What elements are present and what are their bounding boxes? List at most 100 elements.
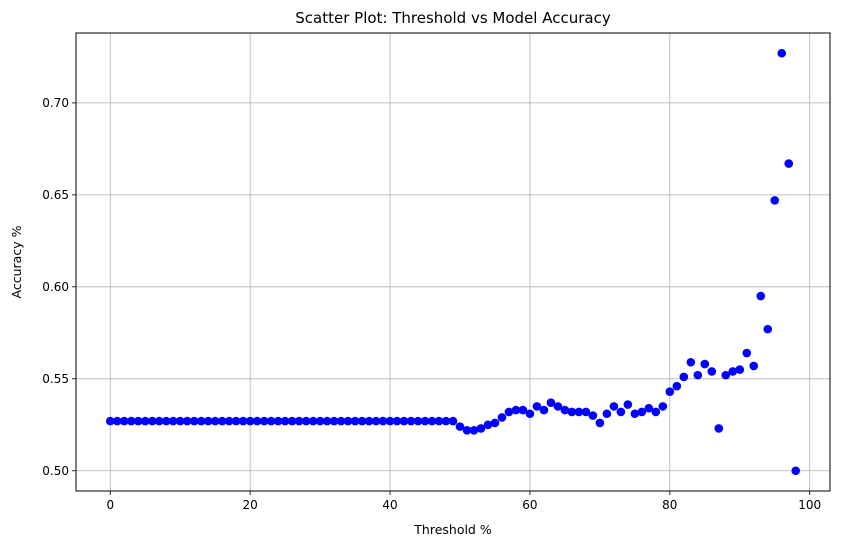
- data-point: [658, 402, 668, 411]
- data-point: [203, 416, 213, 426]
- data-point: [735, 365, 745, 374]
- data-point: [651, 407, 661, 417]
- data-point: [749, 361, 759, 371]
- data-point: [140, 416, 150, 426]
- data-point: [168, 416, 178, 426]
- data-point: [189, 416, 199, 426]
- data-point: [518, 405, 528, 415]
- data-point: [364, 416, 374, 426]
- data-point: [679, 372, 689, 382]
- data-point: [602, 409, 612, 419]
- data-point: [259, 416, 269, 426]
- data-point: [161, 416, 171, 426]
- y-tick-label: 0.55: [42, 372, 69, 386]
- data-point: [266, 416, 276, 426]
- data-point: [133, 416, 143, 426]
- data-point: [287, 416, 297, 426]
- x-tick-label: 60: [522, 498, 537, 512]
- data-point: [462, 426, 472, 435]
- data-point: [273, 416, 283, 426]
- data-point: [483, 420, 493, 430]
- data-point: [700, 359, 710, 369]
- data-point: [595, 418, 605, 428]
- data-point: [119, 416, 129, 426]
- data-point: [763, 324, 773, 334]
- data-point: [707, 367, 717, 376]
- plot-area-frame: [75, 32, 831, 492]
- y-tick-label: 0.50: [42, 464, 69, 478]
- data-point: [623, 400, 633, 409]
- data-point: [217, 416, 227, 426]
- data-point: [497, 413, 507, 422]
- data-point: [406, 416, 416, 426]
- data-points: [105, 48, 801, 476]
- data-point: [322, 416, 332, 426]
- x-tick-label: 20: [243, 498, 258, 512]
- data-point: [721, 370, 731, 380]
- data-point: [147, 416, 157, 426]
- data-point: [511, 405, 521, 415]
- data-point: [112, 416, 122, 426]
- y-tick-label: 0.65: [42, 188, 69, 202]
- data-point: [504, 407, 514, 417]
- data-point: [455, 422, 465, 431]
- data-point: [553, 402, 563, 411]
- data-point: [742, 348, 752, 358]
- data-point: [574, 407, 584, 417]
- y-tick-label: 0.60: [42, 280, 69, 294]
- data-point: [329, 416, 339, 426]
- data-point: [245, 416, 255, 426]
- data-point: [728, 367, 738, 376]
- data-point: [126, 416, 136, 426]
- axis-ticks: 0 20 40 60 80 100 0.50 0.55 0.60 0.65 0.70: [42, 96, 821, 512]
- data-point: [280, 416, 290, 426]
- data-point: [581, 407, 591, 417]
- data-point: [154, 416, 164, 426]
- data-point: [693, 370, 703, 380]
- data-point: [567, 407, 577, 417]
- data-point: [357, 416, 367, 426]
- data-point: [532, 402, 542, 411]
- data-point: [777, 48, 787, 58]
- data-point: [392, 416, 402, 426]
- data-point: [616, 407, 626, 417]
- data-point: [399, 416, 409, 426]
- data-point: [238, 416, 248, 426]
- data-point: [630, 409, 640, 419]
- data-point: [343, 416, 353, 426]
- data-point: [588, 411, 598, 420]
- y-axis-label: Accuracy %: [9, 225, 24, 298]
- data-point: [315, 416, 325, 426]
- data-point: [420, 416, 430, 426]
- data-point: [196, 416, 206, 426]
- data-point: [252, 416, 262, 426]
- data-point: [560, 405, 570, 415]
- data-point: [539, 405, 549, 415]
- data-point: [490, 418, 500, 428]
- data-point: [182, 416, 192, 426]
- x-axis-label: Threshold %: [413, 522, 492, 537]
- data-point: [336, 416, 346, 426]
- x-tick-label: 40: [382, 498, 397, 512]
- data-point: [672, 381, 682, 391]
- data-point: [525, 409, 535, 419]
- data-point: [231, 416, 241, 426]
- data-point: [686, 357, 696, 367]
- data-point: [469, 426, 479, 435]
- data-point: [665, 387, 675, 396]
- data-point: [385, 416, 395, 426]
- data-point: [371, 416, 381, 426]
- data-point: [609, 402, 619, 411]
- data-point: [301, 416, 311, 426]
- y-tick-label: 0.70: [42, 96, 69, 110]
- data-point: [441, 416, 451, 426]
- data-point: [784, 159, 794, 168]
- data-point: [476, 424, 486, 433]
- x-tick-label: 100: [798, 498, 821, 512]
- data-point: [791, 466, 801, 476]
- chart-title: Scatter Plot: Threshold vs Model Accurac…: [295, 9, 611, 27]
- x-tick-label: 0: [106, 498, 114, 512]
- data-point: [637, 407, 647, 417]
